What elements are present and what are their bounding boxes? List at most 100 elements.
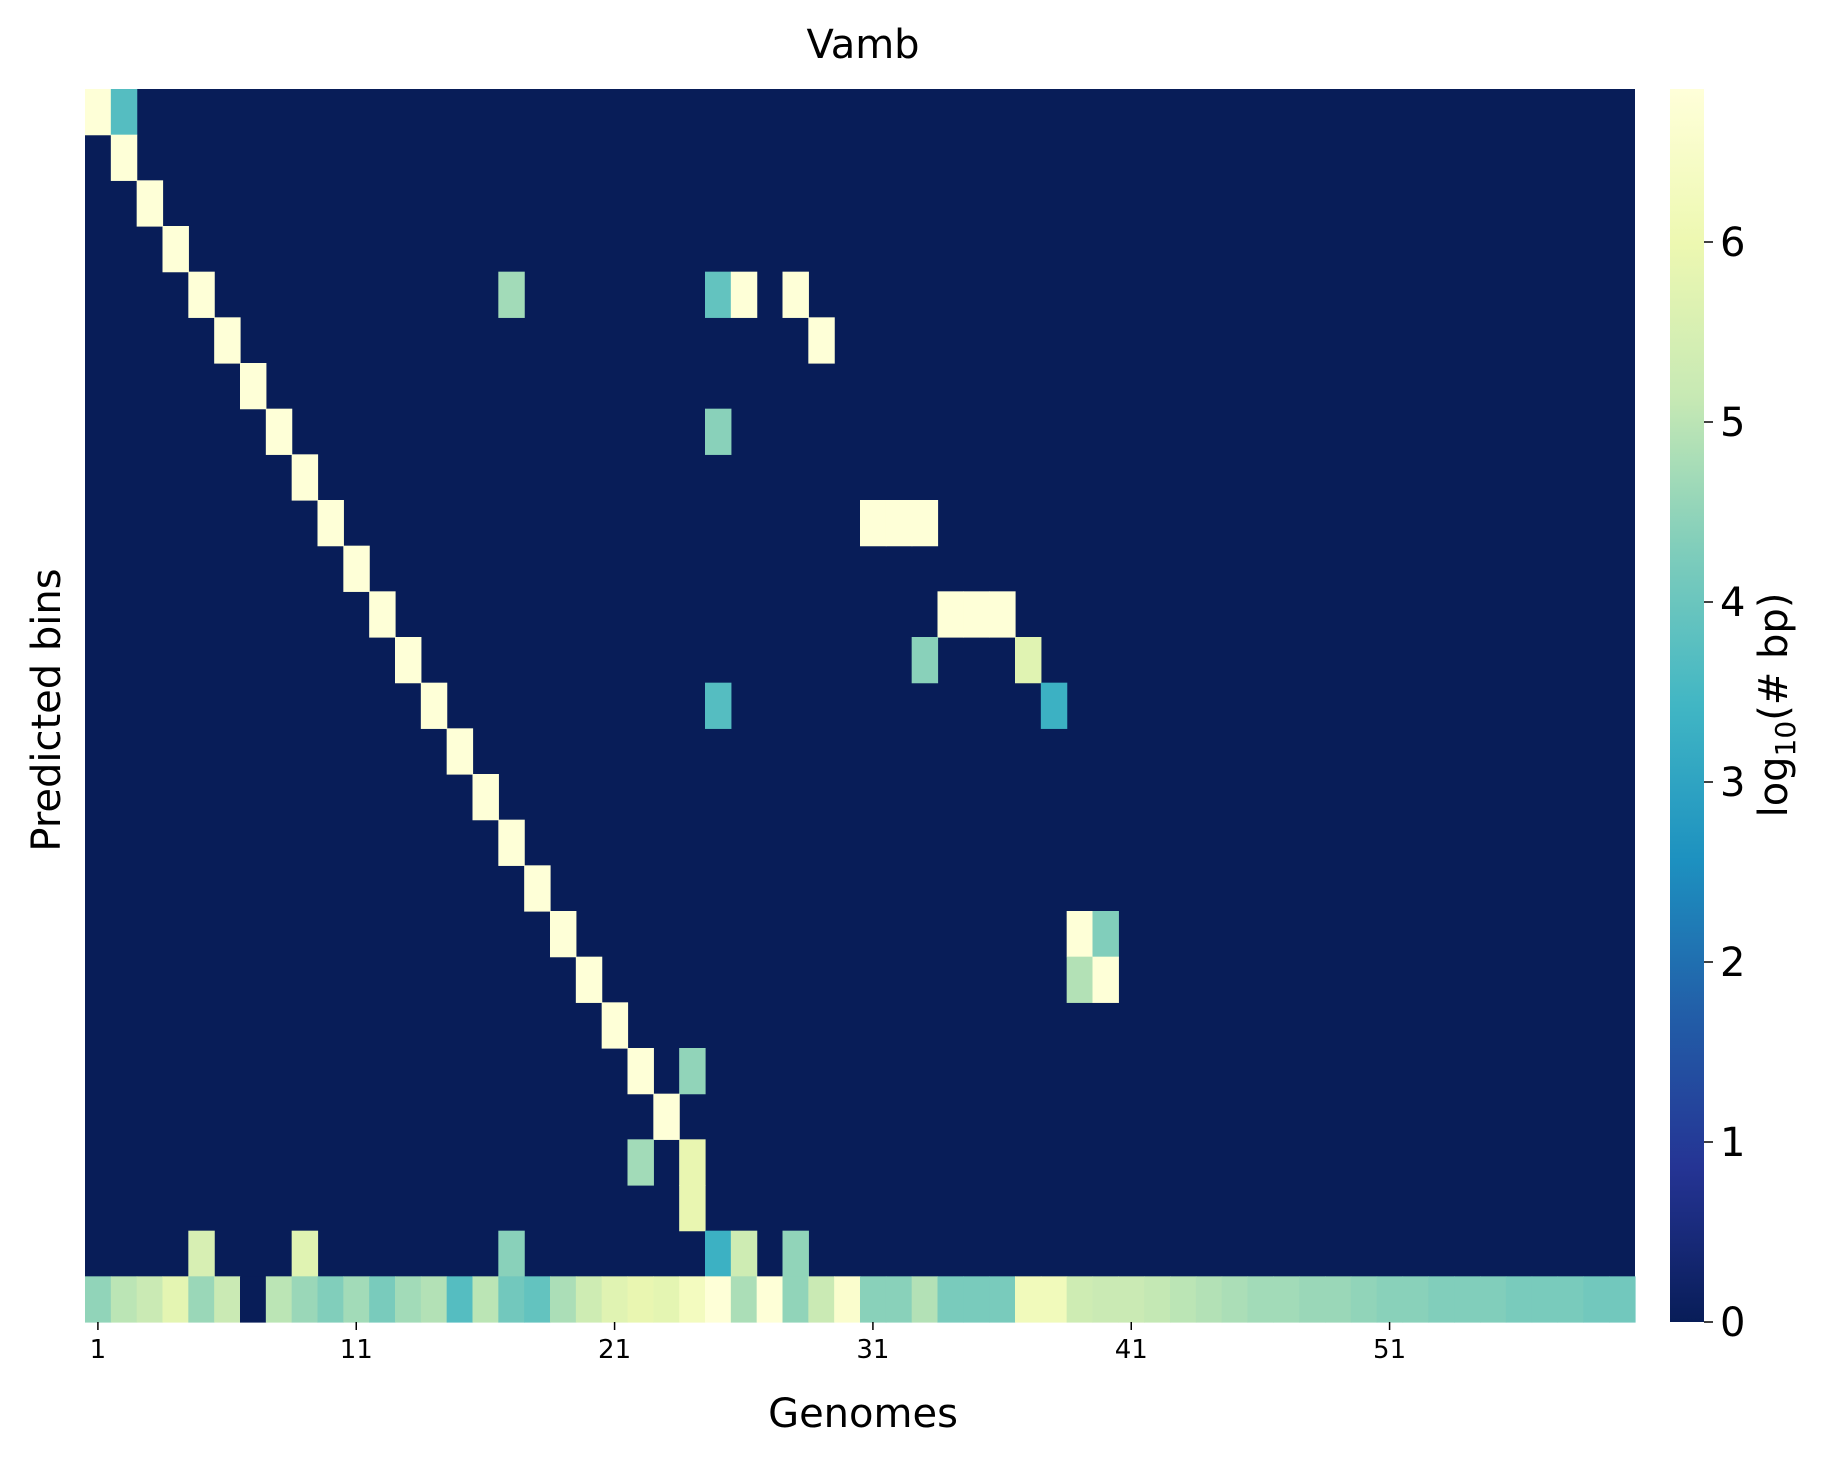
x-tick-label: 41 <box>1115 1335 1148 1365</box>
heatmap-cell <box>1092 1276 1119 1323</box>
heatmap-cell <box>343 545 370 592</box>
heatmap-cell <box>1505 1276 1533 1323</box>
heatmap-cell <box>498 271 525 318</box>
heatmap-cell <box>885 1276 913 1323</box>
heatmap-cell <box>705 1230 732 1277</box>
heatmap-cell <box>911 500 939 547</box>
heatmap-cell <box>291 1230 319 1277</box>
heatmap-cell <box>1273 1276 1300 1323</box>
heatmap-cell <box>1609 1276 1636 1323</box>
colorbar-tick-label: 3 <box>1720 760 1745 806</box>
y-axis-label: Predicted bins <box>24 568 70 851</box>
colorbar-label-suffix: (# bp) <box>1751 593 1797 721</box>
heatmap-cell <box>885 500 913 547</box>
heatmap-cell <box>1299 1276 1326 1323</box>
chart-title: Vamb <box>806 22 919 68</box>
heatmap-cell <box>730 1276 758 1323</box>
heatmap-cell <box>550 911 577 958</box>
colorbar <box>1670 89 1704 1322</box>
heatmap-cell <box>860 500 887 547</box>
heatmap-cell <box>989 1276 1016 1323</box>
heatmap-cell <box>85 89 112 136</box>
heatmap-cell <box>679 1185 706 1232</box>
heatmap-cell <box>110 1276 138 1323</box>
heatmap-cell <box>420 1276 448 1323</box>
heatmap-cell <box>756 1276 784 1323</box>
heatmap-cell <box>472 1276 499 1323</box>
heatmap-cell <box>369 591 396 638</box>
heatmap-cell <box>1092 956 1119 1003</box>
heatmap-cell <box>575 956 603 1003</box>
heatmap-cell <box>627 1139 654 1186</box>
heatmap-cell <box>1480 1276 1507 1323</box>
x-axis: 1 11 21 31 41 51 <box>90 1322 1406 1365</box>
heatmap-cell <box>808 1276 835 1323</box>
heatmap-cell <box>498 1230 525 1277</box>
heatmap-cell <box>911 637 939 684</box>
heatmap-cell <box>653 1093 680 1140</box>
heatmap-cell <box>679 1276 706 1323</box>
colorbar-tick-label: 1 <box>1720 1120 1745 1166</box>
heatmap-cell <box>240 363 267 410</box>
heatmap-cell <box>136 1276 164 1323</box>
heatmap-cell <box>1531 1276 1559 1323</box>
heatmap-cell <box>1066 911 1094 958</box>
heatmap-cell <box>1325 1276 1352 1323</box>
heatmap-cell <box>1350 1276 1378 1323</box>
heatmap-cell <box>524 865 551 912</box>
heatmap-cell <box>162 1276 189 1323</box>
heatmap-cell <box>420 682 448 729</box>
heatmap-cell <box>834 1276 861 1323</box>
heatmap-cell <box>1376 1276 1404 1323</box>
heatmap-cell <box>1583 1276 1610 1323</box>
heatmap-cell <box>627 1276 654 1323</box>
heatmap-cell <box>265 408 293 455</box>
heatmap-cell <box>705 408 732 455</box>
heatmap-cell <box>575 1276 603 1323</box>
heatmap-cell <box>963 1276 990 1323</box>
heatmap-cell <box>1092 911 1119 958</box>
heatmap-cell <box>911 1276 939 1323</box>
heatmap-cell <box>1066 956 1094 1003</box>
heatmap-cell <box>653 1276 680 1323</box>
heatmap-cell <box>1557 1276 1584 1323</box>
heatmap-plot-area <box>85 89 1636 1323</box>
heatmap-cell <box>989 591 1016 638</box>
heatmap-cell <box>265 1276 293 1323</box>
heatmap-cell <box>963 591 990 638</box>
x-tick-label: 31 <box>856 1335 889 1365</box>
heatmap-cell <box>524 1276 551 1323</box>
heatmap-cell <box>188 1276 215 1323</box>
heatmap-cell <box>1247 1276 1274 1323</box>
heatmap-cell <box>601 1002 629 1049</box>
heatmap-cell <box>937 591 964 638</box>
colorbar-tick-label: 6 <box>1720 220 1745 266</box>
heatmap-cell <box>550 1276 577 1323</box>
heatmap-cell <box>601 1276 629 1323</box>
heatmap-cell <box>110 89 138 136</box>
heatmap-cell <box>188 271 215 318</box>
heatmap-cell <box>240 1276 267 1323</box>
colorbar-label: log10(# bp) <box>1751 593 1802 818</box>
colorbar-tick-label: 5 <box>1720 400 1745 446</box>
colorbar-ticks: 0 1 2 3 4 5 6 <box>1704 220 1745 1346</box>
heatmap-cell <box>730 1230 758 1277</box>
heatmap-cell <box>860 1276 887 1323</box>
heatmap-cell <box>937 1276 964 1323</box>
heatmap-cell <box>627 1048 654 1095</box>
colorbar-tick-label: 2 <box>1720 940 1745 986</box>
x-tick-label: 51 <box>1373 1335 1406 1365</box>
heatmap-cell <box>782 271 809 318</box>
heatmap-cell <box>472 774 499 821</box>
heatmap-cell <box>214 317 241 364</box>
heatmap-cell <box>188 1230 215 1277</box>
heatmap-cell <box>291 454 319 501</box>
heatmap-cell <box>110 134 138 181</box>
heatmap-cell <box>808 317 835 364</box>
heatmap-cell <box>162 226 189 273</box>
heatmap-cell <box>705 682 732 729</box>
heatmap-cell <box>1118 1276 1145 1323</box>
heatmap-cell <box>317 500 344 547</box>
x-tick-label: 1 <box>90 1335 107 1365</box>
heatmap-cell <box>1040 682 1068 729</box>
